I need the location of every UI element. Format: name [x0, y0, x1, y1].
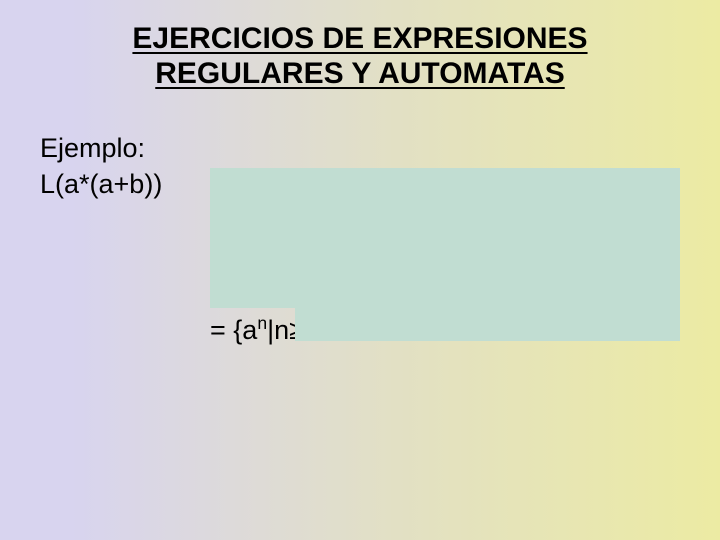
example-label: Ejemplo:	[40, 130, 680, 166]
lhs-text: L(a*(a+b))	[40, 169, 170, 199]
slide-title: EJERCICIOS DE EXPRESIONES REGULARES Y AU…	[0, 0, 720, 91]
cover-box-upper	[210, 168, 680, 308]
title-line-1: EJERCICIOS DE EXPRESIONES	[132, 22, 587, 55]
cover-box-lower	[295, 288, 680, 341]
title-line-2: REGULARES Y AUTOMATAS	[155, 57, 564, 90]
eq-5: =	[210, 315, 226, 345]
rhs-5-prefix: {a	[226, 315, 258, 345]
rhs-5-sup: n	[257, 313, 267, 333]
